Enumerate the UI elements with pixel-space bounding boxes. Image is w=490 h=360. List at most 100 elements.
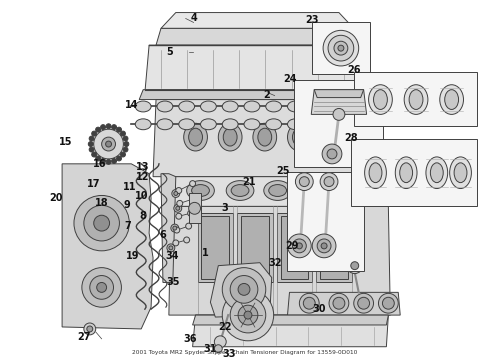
Circle shape — [299, 177, 309, 186]
Circle shape — [347, 258, 363, 274]
Circle shape — [96, 127, 100, 132]
Bar — [241, 216, 269, 279]
Circle shape — [92, 131, 97, 136]
Circle shape — [312, 234, 336, 258]
Ellipse shape — [373, 90, 388, 109]
Ellipse shape — [189, 128, 202, 146]
Bar — [320, 216, 348, 279]
Circle shape — [94, 129, 123, 159]
Circle shape — [322, 144, 342, 164]
Text: 32: 32 — [268, 258, 281, 268]
Circle shape — [354, 293, 373, 313]
Circle shape — [176, 188, 182, 193]
Ellipse shape — [244, 101, 260, 112]
Circle shape — [171, 224, 179, 232]
Polygon shape — [153, 100, 368, 177]
Circle shape — [189, 202, 200, 214]
Polygon shape — [145, 45, 361, 90]
Circle shape — [94, 215, 110, 231]
Text: 33: 33 — [222, 348, 236, 359]
Ellipse shape — [226, 181, 254, 201]
Ellipse shape — [395, 157, 417, 189]
Ellipse shape — [135, 101, 151, 112]
Circle shape — [169, 246, 173, 250]
Ellipse shape — [222, 101, 238, 112]
Circle shape — [334, 41, 348, 55]
Circle shape — [186, 223, 192, 229]
Polygon shape — [210, 263, 271, 317]
Circle shape — [321, 243, 327, 249]
Circle shape — [288, 234, 311, 258]
Circle shape — [295, 173, 313, 190]
Ellipse shape — [231, 185, 249, 197]
Ellipse shape — [192, 185, 209, 197]
Bar — [201, 216, 229, 279]
Polygon shape — [139, 90, 367, 100]
Circle shape — [87, 326, 93, 332]
Ellipse shape — [450, 157, 471, 189]
Circle shape — [323, 30, 359, 66]
Ellipse shape — [430, 163, 443, 183]
Ellipse shape — [426, 157, 448, 189]
Circle shape — [167, 244, 175, 252]
Ellipse shape — [308, 185, 326, 197]
Ellipse shape — [303, 181, 331, 201]
Circle shape — [378, 293, 398, 313]
Text: 6: 6 — [160, 230, 166, 240]
Ellipse shape — [368, 85, 392, 114]
Polygon shape — [161, 13, 354, 28]
Text: 2001 Toyota MR2 Spyder Slipper, Chain Tensioner Diagram for 13559-0D010: 2001 Toyota MR2 Spyder Slipper, Chain Te… — [132, 350, 358, 355]
Bar — [189, 193, 200, 223]
Circle shape — [303, 297, 315, 309]
Circle shape — [190, 181, 196, 186]
Circle shape — [117, 156, 122, 161]
Circle shape — [123, 147, 128, 152]
Circle shape — [230, 275, 258, 303]
Text: 10: 10 — [134, 192, 148, 202]
Text: 19: 19 — [125, 251, 139, 261]
Ellipse shape — [309, 101, 325, 112]
Ellipse shape — [157, 119, 173, 130]
Text: 27: 27 — [77, 332, 91, 342]
Circle shape — [82, 267, 122, 307]
Ellipse shape — [445, 90, 459, 109]
Circle shape — [121, 152, 125, 157]
Circle shape — [106, 124, 111, 129]
Ellipse shape — [369, 163, 382, 183]
Circle shape — [382, 297, 394, 309]
Circle shape — [84, 205, 120, 241]
Text: 26: 26 — [347, 65, 361, 75]
Polygon shape — [311, 90, 367, 114]
Circle shape — [222, 267, 266, 311]
Circle shape — [188, 210, 194, 216]
Text: 31: 31 — [204, 344, 217, 354]
Text: 2: 2 — [264, 90, 270, 100]
Circle shape — [121, 131, 125, 136]
Ellipse shape — [400, 163, 413, 183]
Circle shape — [222, 289, 274, 341]
Circle shape — [84, 323, 96, 335]
Ellipse shape — [404, 85, 428, 114]
Text: 11: 11 — [122, 181, 136, 192]
Polygon shape — [193, 315, 389, 325]
Polygon shape — [314, 90, 364, 98]
Ellipse shape — [258, 128, 271, 146]
Bar — [287, 172, 364, 271]
Text: 35: 35 — [166, 278, 179, 288]
Polygon shape — [161, 174, 176, 283]
Circle shape — [112, 158, 117, 163]
Text: 9: 9 — [124, 201, 131, 210]
Circle shape — [351, 262, 359, 270]
Circle shape — [96, 156, 100, 161]
Text: 36: 36 — [184, 334, 197, 344]
Ellipse shape — [365, 157, 387, 189]
Circle shape — [327, 149, 337, 159]
Polygon shape — [62, 164, 153, 329]
Circle shape — [101, 137, 116, 151]
Circle shape — [324, 177, 334, 186]
Circle shape — [74, 195, 129, 251]
Circle shape — [89, 147, 94, 152]
Ellipse shape — [222, 119, 238, 130]
Ellipse shape — [266, 101, 282, 112]
Circle shape — [172, 189, 180, 197]
